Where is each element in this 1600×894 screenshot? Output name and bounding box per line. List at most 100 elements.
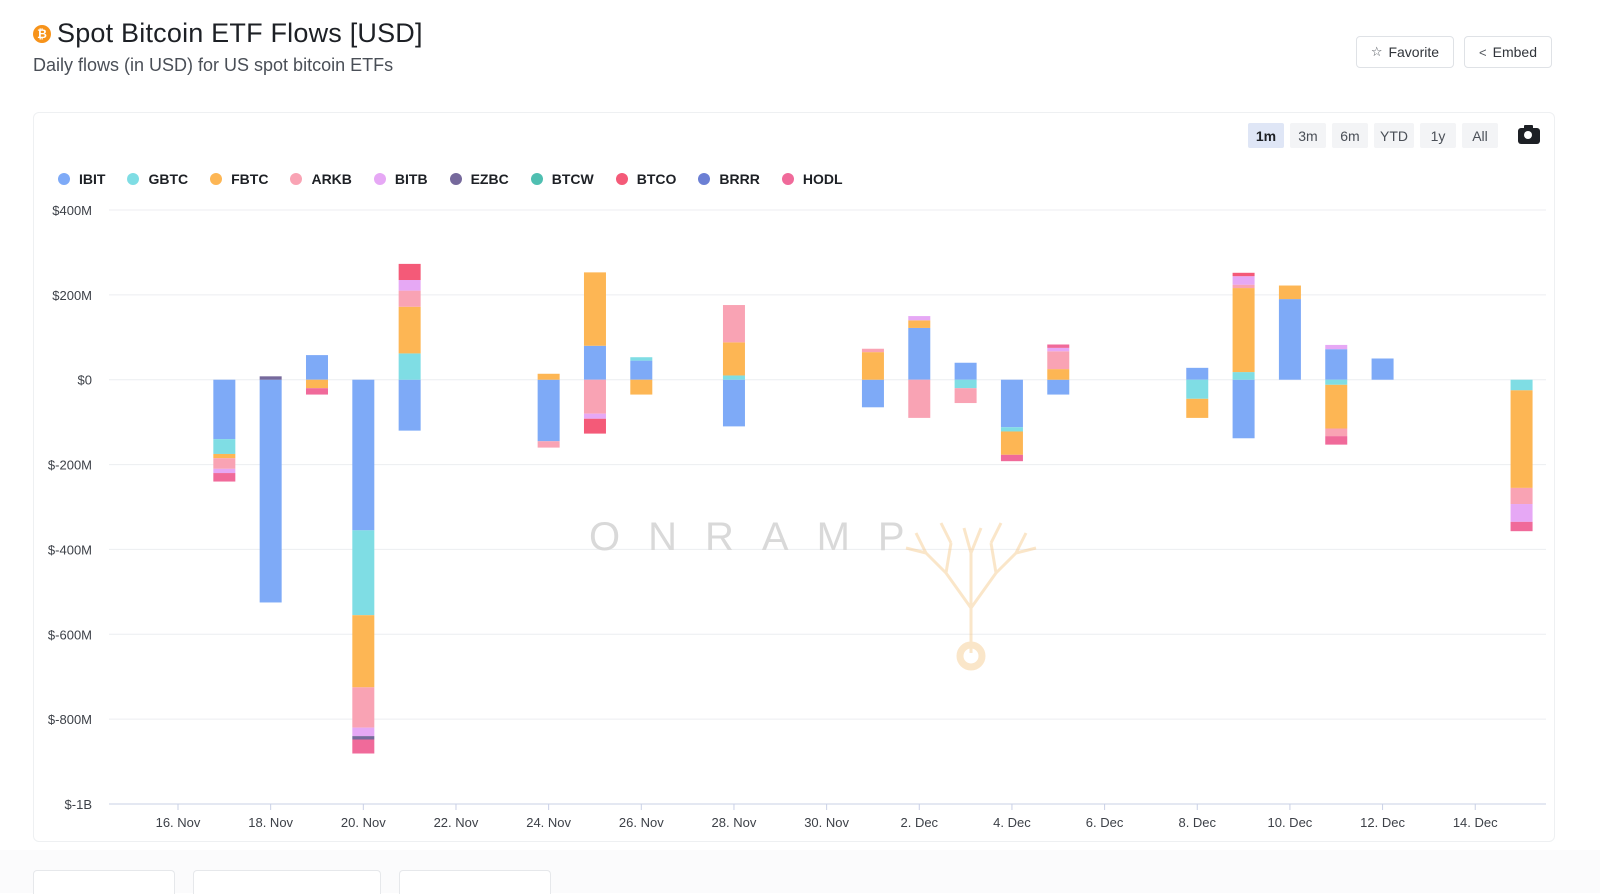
bar-segment-fbtc — [352, 615, 375, 688]
bar-segment-fbtc — [1232, 288, 1255, 373]
y-tick-label: $0 — [78, 373, 92, 388]
legend-label: EZBC — [470, 171, 509, 187]
x-tick-label: 4. Dec — [993, 815, 1031, 830]
x-tick-label: 20. Nov — [341, 815, 386, 830]
bar-segment-arkb — [1047, 351, 1070, 370]
bar-segment-bitb — [908, 316, 931, 321]
bar-segment-ibit — [213, 379, 236, 440]
bar-segment-ezbc — [259, 376, 282, 380]
bar-segment-gbtc — [1232, 372, 1255, 380]
bar-segment-bitb — [213, 468, 236, 474]
legend-item-btcw[interactable]: BTCW — [530, 171, 594, 187]
bar-segment-arkb — [1232, 284, 1255, 289]
legend-item-ezbc[interactable]: EZBC — [449, 171, 509, 187]
bar-segment-arkb — [954, 388, 977, 404]
favorite-button[interactable]: ☆ Favorite — [1355, 36, 1455, 68]
bar-segment-btco — [398, 263, 421, 281]
x-tick-label: 2. Dec — [900, 815, 938, 830]
bar-segment-ibit — [305, 355, 328, 380]
legend-label: BTCW — [551, 171, 594, 187]
legend-item-gbtc[interactable]: GBTC — [127, 171, 188, 187]
favorite-label: Favorite — [1388, 44, 1440, 60]
bar-segment-bitb — [583, 413, 606, 419]
bar-segment-arkb — [537, 441, 560, 448]
bar-segment-bitb — [1510, 504, 1533, 522]
legend-item-ibit[interactable]: IBIT — [58, 171, 105, 187]
legend-item-fbtc[interactable]: FBTC — [210, 171, 268, 187]
bar-segment-ibit — [954, 362, 977, 380]
x-tick-label: 28. Nov — [712, 815, 757, 830]
bar-segment-arkb — [583, 379, 606, 414]
range-ytd-button[interactable]: YTD — [1374, 123, 1414, 148]
bar-segment-arkb — [861, 348, 884, 353]
bottom-tab-2[interactable] — [193, 870, 381, 894]
bar-segment-fbtc — [861, 352, 884, 380]
bar-segment-ibit — [722, 379, 745, 427]
bar-segment-gbtc — [1000, 427, 1023, 432]
page-title: Spot Bitcoin ETF Flows [USD] — [57, 18, 423, 48]
range-6m-button[interactable]: 6m — [1332, 123, 1368, 148]
bar-segment-hodl — [213, 473, 236, 482]
y-tick-label: $-600M — [48, 627, 92, 642]
bar-segment-ibit — [1000, 379, 1023, 428]
bar-segment-ibit — [1278, 299, 1301, 380]
bar-segment-fbtc — [1186, 398, 1209, 418]
x-tick-label: 22. Nov — [434, 815, 479, 830]
legend-dot-btco — [615, 173, 628, 185]
bar-segment-ibit — [630, 360, 653, 380]
bar-segment-arkb — [398, 290, 421, 307]
bar-segment-gbtc — [1186, 379, 1209, 399]
legend-item-btco[interactable]: BTCO — [615, 171, 676, 187]
bar-segment-gbtc — [722, 375, 745, 380]
range-1y-button[interactable]: 1y — [1420, 123, 1456, 148]
bar-segment-ibit — [1371, 358, 1394, 380]
bar-segment-arkb — [1510, 487, 1533, 505]
bar-segment-hodl — [352, 739, 375, 754]
range-1m-button[interactable]: 1m — [1248, 123, 1284, 148]
legend-dot-ibit — [58, 173, 70, 185]
y-tick-label: $-200M — [48, 458, 92, 473]
bar-segment-ibit — [861, 379, 884, 408]
camera-icon[interactable] — [1518, 124, 1540, 144]
bar-segment-fbtc — [583, 272, 606, 346]
bar-segment-gbtc — [352, 530, 375, 616]
bar-segment-bitb — [352, 727, 375, 737]
bar-segment-arkb — [1325, 428, 1348, 437]
x-tick-label: 26. Nov — [619, 815, 664, 830]
bar-segment-fbtc — [1278, 285, 1301, 300]
embed-button[interactable]: < Embed — [1464, 36, 1552, 68]
bottom-tab-3[interactable] — [399, 870, 551, 894]
bar-segment-gbtc — [954, 379, 977, 389]
bar-segment-ibit — [583, 345, 606, 380]
x-tick-label: 14. Dec — [1453, 815, 1498, 830]
legend-dot-ezbc — [449, 173, 462, 185]
bar-segment-arkb — [213, 458, 236, 469]
bar-segment-fbtc — [213, 453, 236, 459]
legend-dot-gbtc — [127, 173, 140, 185]
x-tick-label: 10. Dec — [1268, 815, 1313, 830]
bar-segment-bitb — [398, 280, 421, 291]
bar-segment-fbtc — [398, 306, 421, 354]
range-3m-button[interactable]: 3m — [1290, 123, 1326, 148]
legend-item-hodl[interactable]: HODL — [781, 171, 843, 187]
legend-item-bitb[interactable]: BITB — [373, 171, 428, 187]
legend-item-arkb[interactable]: ARKB — [290, 171, 352, 187]
bar-segment-fbtc — [722, 342, 745, 376]
bar-segment-gbtc — [1325, 379, 1348, 385]
y-tick-label: $400M — [52, 203, 92, 218]
legend-label: BITB — [394, 171, 428, 187]
bar-segment-gbtc — [213, 439, 236, 454]
legend-dot-brrr — [698, 173, 711, 185]
bar-segment-gbtc — [398, 353, 421, 380]
range-all-button[interactable]: All — [1462, 123, 1498, 148]
legend-item-brrr[interactable]: BRRR — [698, 171, 760, 187]
x-tick-label: 6. Dec — [1086, 815, 1124, 830]
bar-segment-ibit — [259, 379, 282, 603]
bar-segment-fbtc — [630, 379, 653, 395]
tree-logo-icon — [905, 522, 1037, 671]
bar-segment-fbtc — [537, 373, 560, 380]
bar-segment-hodl — [1510, 521, 1533, 532]
chart-legend: IBIT GBTC FBTC ARKB BITB EZBC BTCW BTCO BRRR HODL — [58, 171, 865, 187]
bottom-tab-1[interactable] — [33, 870, 175, 894]
legend-label: IBIT — [79, 171, 106, 187]
